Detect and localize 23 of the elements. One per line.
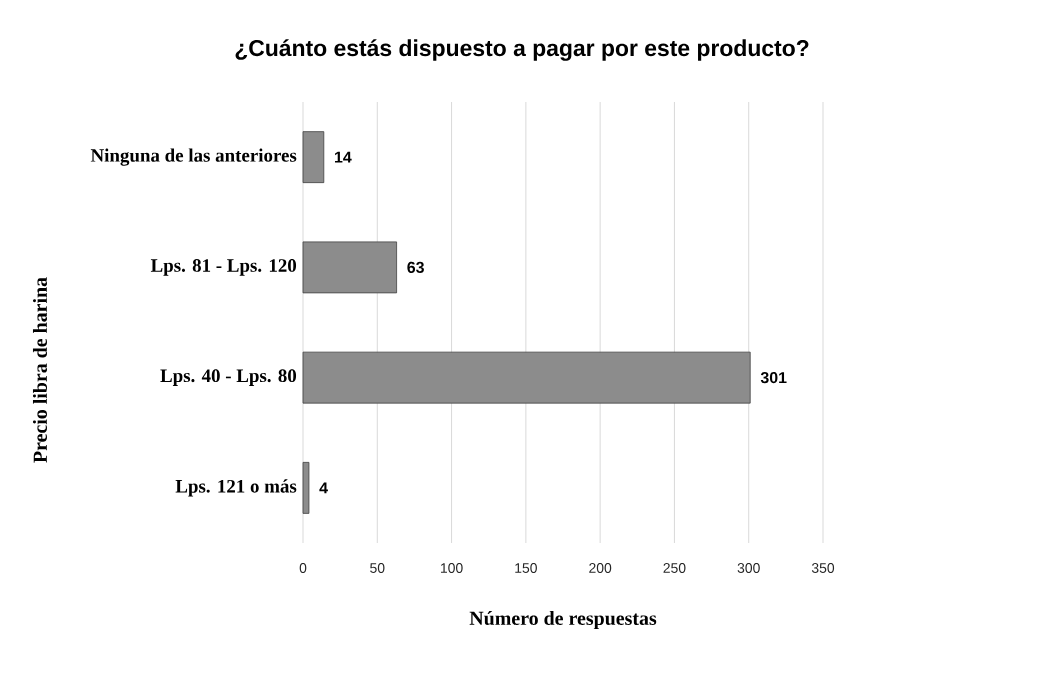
data-label: 63 <box>407 261 424 274</box>
bar <box>302 461 310 514</box>
x-tick-label: 250 <box>663 563 686 573</box>
x-tick-label: 0 <box>299 563 307 573</box>
data-label: 4 <box>319 482 328 494</box>
x-axis-title: Número de respuestas <box>469 610 657 630</box>
bar <box>302 241 397 294</box>
bar <box>302 351 751 404</box>
x-tick-label: 350 <box>811 563 835 573</box>
y-tick-label: Lps. 40 - Lps. 80 <box>160 369 297 386</box>
data-label: 301 <box>760 371 787 384</box>
y-tick-label: Lps. 81 - Lps. 120 <box>150 259 297 276</box>
y-tick-label: Lps. 121 o más <box>175 479 297 497</box>
x-tick-label: 150 <box>515 563 537 573</box>
chart-title: ¿Cuánto estás dispuesto a pagar por este producto? <box>235 39 809 61</box>
x-tick-label: 300 <box>737 563 760 573</box>
x-tick-label: 50 <box>370 563 385 573</box>
x-tick-label: 200 <box>589 563 612 573</box>
y-tick-label: Ninguna de las anteriores <box>90 148 297 166</box>
bar <box>302 131 325 184</box>
data-label: 14 <box>335 151 352 163</box>
y-axis-title: Precio libra de harina <box>32 277 47 463</box>
x-tick-label: 100 <box>441 563 463 573</box>
